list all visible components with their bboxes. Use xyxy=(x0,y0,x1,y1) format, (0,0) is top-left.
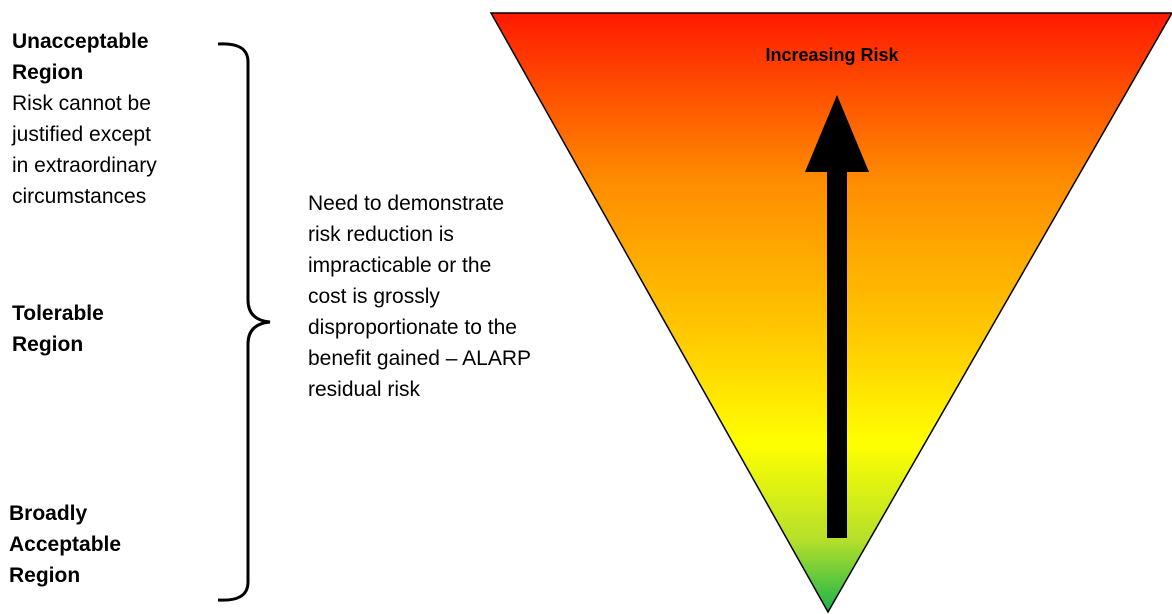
alarp-note-line: impracticable or the xyxy=(308,254,492,277)
tolerable-region-heading-line2: Region xyxy=(12,333,84,356)
unacceptable-region-description-line: in extraordinary xyxy=(12,154,157,177)
alarp-note-line: Need to demonstrate xyxy=(308,192,505,215)
broadly-acceptable-heading-line2: Acceptable xyxy=(9,533,122,556)
increasing-risk-label: Increasing Risk xyxy=(765,45,899,65)
tolerable-region: Tolerable Region xyxy=(12,298,232,360)
broadly-acceptable-heading-line1: Broadly xyxy=(9,502,88,525)
alarp-note-line: risk reduction is xyxy=(308,223,454,246)
region-brace xyxy=(217,42,271,602)
unacceptable-region-description-line: Risk cannot be xyxy=(12,92,151,115)
tolerable-region-heading-line1: Tolerable xyxy=(12,302,104,325)
unacceptable-region-description-line: circumstances xyxy=(12,185,147,208)
unacceptable-region-heading-line2: Region xyxy=(12,61,84,84)
unacceptable-region-description-line: justified except xyxy=(12,123,151,146)
alarp-note-line: cost is grossly xyxy=(308,285,440,308)
arrow-head xyxy=(805,95,869,172)
alarp-note: Need to demonstrate risk reduction is im… xyxy=(308,188,608,405)
broadly-acceptable-region: Broadly Acceptable Region xyxy=(9,498,209,591)
alarp-note-line: disproportionate to the xyxy=(308,316,517,339)
broadly-acceptable-heading-line3: Region xyxy=(9,564,81,587)
alarp-note-line: residual risk xyxy=(308,378,421,401)
unacceptable-region-heading-line1: Unacceptable xyxy=(12,30,149,53)
arrow-shaft xyxy=(827,170,847,538)
unacceptable-region: Unacceptable Region Risk cannot be justi… xyxy=(12,26,232,212)
alarp-note-line: benefit gained – ALARP xyxy=(308,347,532,370)
